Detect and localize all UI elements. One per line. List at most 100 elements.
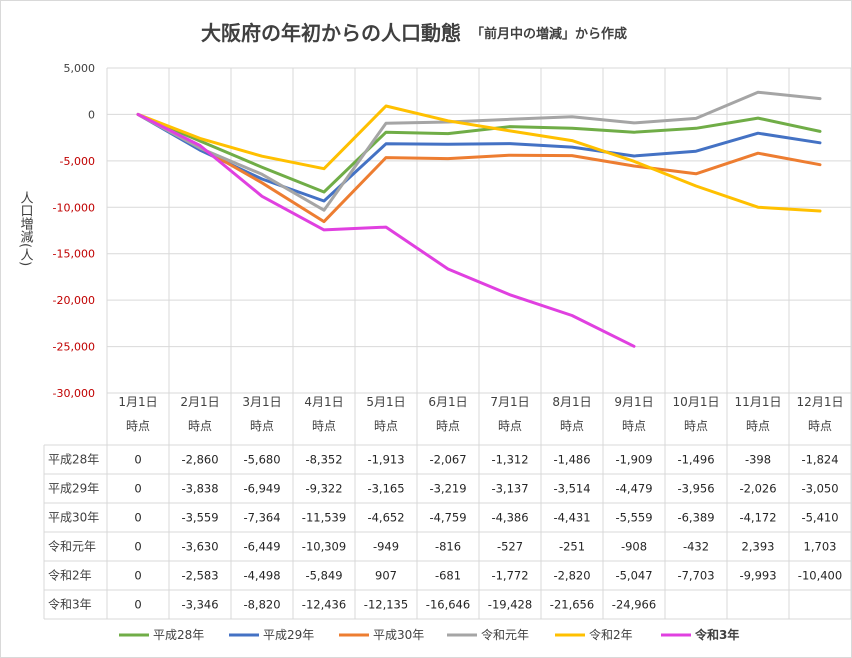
y-tick-label: 5,000 <box>64 62 96 75</box>
table-cell: -1,772 <box>491 569 528 583</box>
x-category-label: 時点 <box>808 419 832 433</box>
table-cell: -4,759 <box>429 511 466 525</box>
table-cell: -24,966 <box>612 598 656 612</box>
table-cell: -21,656 <box>550 598 594 612</box>
table-cell: -8,820 <box>243 598 280 612</box>
table-cell: -6,389 <box>677 511 714 525</box>
table-cell: -4,479 <box>615 482 652 496</box>
x-category-label: 1月1日 <box>118 395 157 409</box>
y-tick-label: -15,000 <box>53 248 95 261</box>
table-cell: -4,498 <box>243 569 280 583</box>
x-category-label: 11月1日 <box>735 395 782 409</box>
x-category-label: 時点 <box>622 419 646 433</box>
table-cell: -3,838 <box>181 482 218 496</box>
table-cell: -908 <box>621 540 647 554</box>
legend-label: 令和元年 <box>481 627 529 642</box>
table-cell: -5,410 <box>801 511 838 525</box>
x-category-label: 9月1日 <box>614 395 653 409</box>
chart-subtitle: 「前月中の増減」から作成 <box>471 26 627 42</box>
x-category-label: 時点 <box>560 419 584 433</box>
x-category-label: 3月1日 <box>242 395 281 409</box>
table-cell: -4,172 <box>739 511 776 525</box>
table-cell: -2,026 <box>739 482 776 496</box>
table-cell: -251 <box>559 540 585 554</box>
y-tick-label: 0 <box>88 108 95 121</box>
table-cell: -8,352 <box>305 453 342 467</box>
x-category-label: 10月1日 <box>673 395 720 409</box>
table-cell: -5,680 <box>243 453 280 467</box>
table-cell: -2,820 <box>553 569 590 583</box>
legend-label: 平成30年 <box>373 628 424 642</box>
x-category-label: 時点 <box>312 419 336 433</box>
table-cell: 0 <box>134 482 141 496</box>
table-cell: -3,165 <box>367 482 404 496</box>
y-tick-label: -20,000 <box>53 294 95 307</box>
table-cell: -816 <box>435 540 461 554</box>
table-cell: -3,219 <box>429 482 466 496</box>
x-category-label: 時点 <box>250 419 274 433</box>
table-cell: -10,309 <box>302 540 346 554</box>
table-row-label: 令和元年 <box>48 539 96 554</box>
table-cell: -3,050 <box>801 482 838 496</box>
table-cell: -9,993 <box>739 569 776 583</box>
table-row-label: 令和2年 <box>48 568 92 583</box>
table-cell: -7,703 <box>677 569 714 583</box>
table-cell: -1,486 <box>553 453 590 467</box>
x-category-label: 8月1日 <box>552 395 591 409</box>
table-cell: -2,583 <box>181 569 218 583</box>
table-row-label: 平成28年 <box>48 453 99 467</box>
y-tick-label: -30,000 <box>53 387 95 400</box>
x-category-label: 時点 <box>684 419 708 433</box>
series-line-3 <box>136 112 822 224</box>
table-cell: -9,322 <box>305 482 342 496</box>
table-cell: -6,449 <box>243 540 280 554</box>
x-category-label: 4月1日 <box>304 395 343 409</box>
table-cell: 0 <box>134 598 141 612</box>
table-cell: -1,913 <box>367 453 404 467</box>
table-cell: -1,824 <box>801 453 838 467</box>
y-tick-label: -5,000 <box>60 155 95 168</box>
table-cell: -19,428 <box>488 598 532 612</box>
legend-label: 平成29年 <box>263 628 314 642</box>
x-category-label: 7月1日 <box>490 395 529 409</box>
x-category-label: 12月1日 <box>797 395 844 409</box>
table-cell: -3,137 <box>491 482 528 496</box>
x-category-label: 時点 <box>746 419 770 433</box>
series-line-4 <box>136 90 822 212</box>
table-cell: -4,386 <box>491 511 528 525</box>
table-cell: -1,312 <box>491 453 528 467</box>
table-cell: 0 <box>134 453 141 467</box>
table-cell: -12,436 <box>302 598 346 612</box>
table-cell: -16,646 <box>426 598 470 612</box>
table-cell: -3,559 <box>181 511 218 525</box>
y-tick-label: -10,000 <box>53 201 95 214</box>
table-cell: -2,860 <box>181 453 218 467</box>
table-cell: -4,652 <box>367 511 404 525</box>
x-category-label: 時点 <box>374 419 398 433</box>
y-tick-label: -25,000 <box>53 341 95 354</box>
chart-title: 大阪府の年初からの人口動態 <box>201 21 461 45</box>
table-cell: -7,364 <box>243 511 280 525</box>
series-line-2 <box>136 112 822 203</box>
legend: 平成28年 平成29年 平成30年 令和元年 令和2年 令和3年 <box>119 627 739 642</box>
table-row-label: 平成29年 <box>48 482 99 496</box>
table-cell: -10,400 <box>798 569 842 583</box>
table-cell: -4,431 <box>553 511 590 525</box>
table-cell: -1,496 <box>677 453 714 467</box>
table-cell: -3,514 <box>553 482 590 496</box>
table-cell: 2,393 <box>742 540 775 554</box>
table-cell: -12,135 <box>364 598 408 612</box>
series-line-6 <box>136 112 636 348</box>
table-cell: -3,630 <box>181 540 218 554</box>
x-category-label: 時点 <box>188 419 212 433</box>
table-cell: -11,539 <box>302 511 346 525</box>
x-category-label: 6月1日 <box>428 395 467 409</box>
legend-label: 令和2年 <box>589 627 633 642</box>
legend-label: 令和3年 <box>694 627 739 642</box>
table-cell: 0 <box>134 511 141 525</box>
table-cell: -2,067 <box>429 453 466 467</box>
table-cell: -527 <box>497 540 523 554</box>
table-cell: 1,703 <box>804 540 837 554</box>
